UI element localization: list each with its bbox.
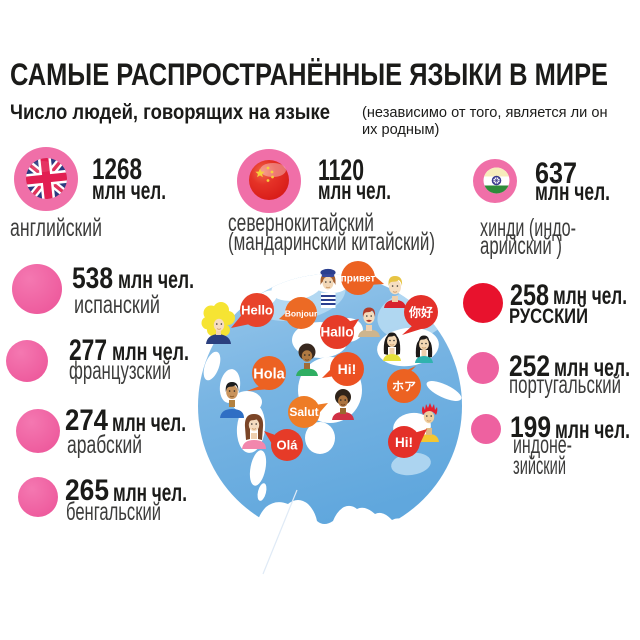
svg-text:ホア: ホア bbox=[392, 380, 416, 394]
svg-text:привет: привет bbox=[341, 274, 376, 285]
svg-text:Olá: Olá bbox=[277, 438, 299, 453]
svg-text:Bonjour: Bonjour bbox=[285, 309, 318, 319]
svg-text:Hello: Hello bbox=[241, 303, 273, 318]
svg-text:Hi!: Hi! bbox=[338, 361, 357, 377]
svg-text:你好: 你好 bbox=[408, 305, 433, 320]
svg-text:Hola: Hola bbox=[253, 367, 285, 383]
svg-text:Hi!: Hi! bbox=[395, 435, 413, 450]
svg-text:Salut: Salut bbox=[289, 405, 318, 419]
svg-text:Hallo: Hallo bbox=[320, 325, 353, 340]
